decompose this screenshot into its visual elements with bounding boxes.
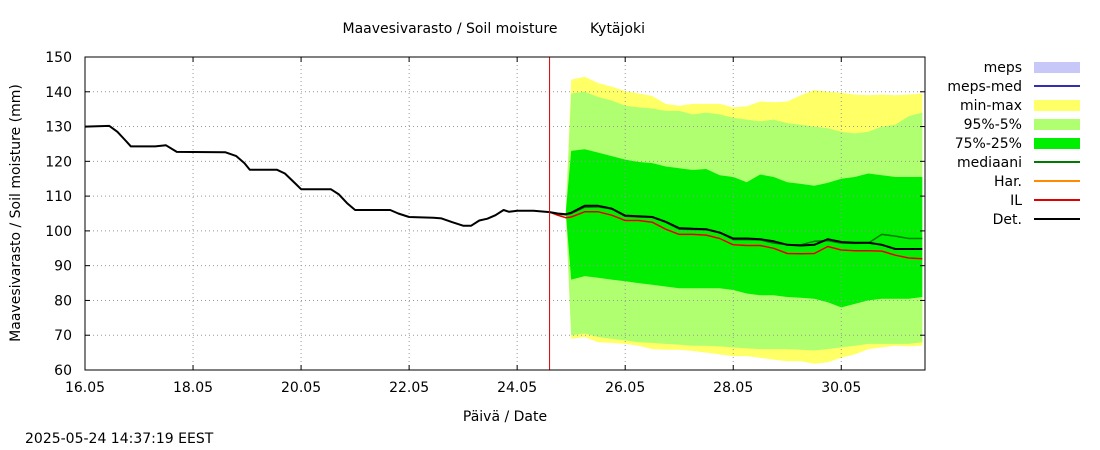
- y-tick-label: 80: [54, 293, 72, 309]
- legend-swatch: [1034, 138, 1080, 149]
- chart-location: Kytäjoki: [590, 21, 645, 37]
- grid-lines: [85, 57, 925, 370]
- legend-label: Har.: [994, 174, 1022, 190]
- legend-label: min-max: [960, 98, 1022, 114]
- legend-label: 95%-5%: [964, 117, 1022, 133]
- legend-swatch: [1034, 119, 1080, 130]
- y-tick-label: 70: [54, 328, 72, 344]
- y-tick-label: 130: [45, 120, 72, 136]
- x-axis-ticks: 16.05 18.05 20.05 22.05 24.05 26.05 28.05 30.05: [65, 57, 861, 396]
- legend-label: Det.: [993, 212, 1022, 228]
- series-line-det: [549, 204, 923, 250]
- x-tick-label: 28.05: [713, 380, 753, 396]
- x-axis-label: Päivä / Date: [463, 409, 547, 425]
- legend-label: meps: [984, 60, 1022, 76]
- plot-frame: [84, 56, 926, 371]
- y-tick-label: 100: [45, 224, 72, 240]
- x-tick-label: 20.05: [281, 380, 321, 396]
- x-tick-label: 30.05: [821, 380, 861, 396]
- y-tick-label: 120: [45, 154, 72, 170]
- legend-label: mediaani: [957, 155, 1022, 171]
- y-tick-label: 150: [45, 50, 72, 66]
- x-tick-label: 18.05: [173, 380, 213, 396]
- chart-title: Maavesivarasto / Soil moisture: [343, 21, 558, 37]
- y-axis-ticks: 60 70 80 90 100 110 120 130 140 150: [45, 50, 925, 379]
- timestamp: 2025-05-24 14:37:19 EEST: [25, 431, 214, 447]
- y-tick-label: 90: [54, 259, 72, 275]
- x-tick-label: 16.05: [65, 380, 105, 396]
- series-lines: [84, 124, 923, 260]
- legend-swatch: [1034, 100, 1080, 111]
- legend-label: IL: [1010, 193, 1022, 209]
- y-axis-label: Maavesivarasto / Soil moisture (mm): [8, 84, 24, 342]
- legend-label: 75%-25%: [955, 136, 1022, 152]
- series-line-il: [549, 211, 923, 260]
- legend-swatch: [1034, 62, 1080, 73]
- y-tick-label: 140: [45, 85, 72, 101]
- y-tick-label: 60: [54, 363, 72, 379]
- x-tick-label: 24.05: [497, 380, 537, 396]
- legend: meps meps-med min-max 95%-5% 75%-25% mediaani…: [947, 60, 1080, 228]
- x-tick-label: 22.05: [389, 380, 429, 396]
- legend-label: meps-med: [947, 79, 1022, 95]
- series-line-observed: [84, 124, 550, 227]
- x-tick-label: 26.05: [605, 380, 645, 396]
- y-tick-label: 110: [45, 189, 72, 205]
- ensemble-bands: [549, 76, 923, 364]
- band-75-25: [549, 149, 923, 308]
